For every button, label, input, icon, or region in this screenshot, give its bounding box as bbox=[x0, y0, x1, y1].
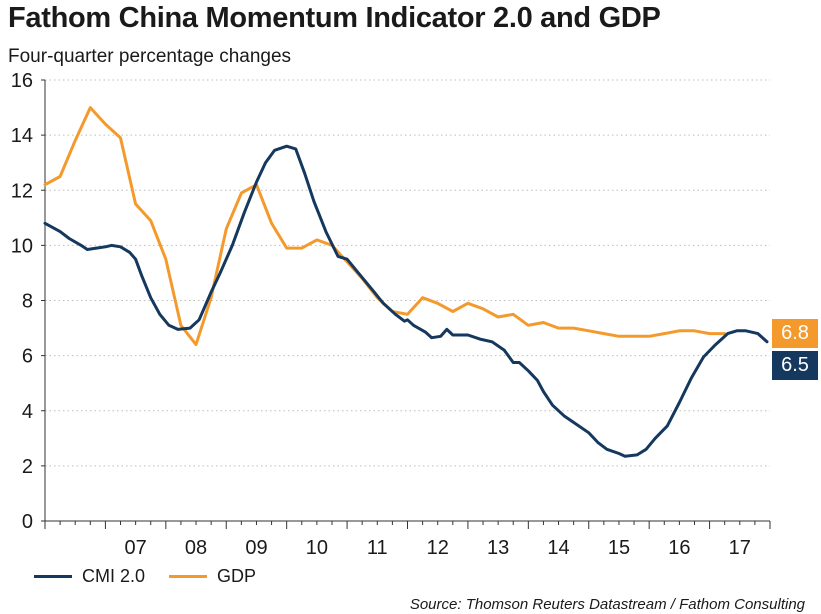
x-tick-label: 12 bbox=[427, 537, 449, 559]
x-tick-label: 08 bbox=[185, 537, 207, 559]
legend-item-cmi: CMI 2.0 bbox=[34, 566, 145, 587]
series-line-gdp bbox=[43, 106, 727, 347]
legend-swatch-cmi bbox=[34, 575, 72, 578]
grid-lines bbox=[45, 79, 770, 467]
legend-swatch-gdp bbox=[169, 575, 208, 578]
source-note: Source: Thomson Reuters Datastream / Fat… bbox=[409, 596, 805, 613]
y-tick-labels: 0 2 4 6 8 10 12 14 16 bbox=[11, 70, 33, 533]
series-line-cmi bbox=[43, 144, 769, 458]
x-tick-label: 11 bbox=[367, 537, 388, 559]
x-tick-label: 07 bbox=[125, 537, 147, 559]
y-tick-label: 8 bbox=[22, 291, 33, 313]
x-tick-label: 17 bbox=[729, 537, 751, 559]
x-tick-label: 16 bbox=[668, 537, 690, 559]
gdp-latest-callout: 6.8 bbox=[772, 319, 818, 348]
x-tick-label: 15 bbox=[608, 537, 630, 559]
x-tick-labels: 07 08 09 10 11 12 13 14 15 16 17 bbox=[125, 537, 751, 559]
x-tick-label: 10 bbox=[306, 537, 328, 559]
chart-subtitle: Four-quarter percentage changes bbox=[8, 46, 292, 67]
legend-item-gdp: GDP bbox=[169, 566, 256, 587]
x-tick-label: 13 bbox=[487, 537, 509, 559]
y-tick-label: 10 bbox=[11, 235, 33, 257]
legend: CMI 2.0 GDP bbox=[34, 566, 280, 587]
series-lines bbox=[43, 106, 769, 458]
y-tick-label: 4 bbox=[22, 401, 33, 423]
x-tick-label: 14 bbox=[547, 537, 569, 559]
y-tick-label: 14 bbox=[11, 125, 33, 147]
axes bbox=[41, 79, 771, 529]
legend-label-cmi: CMI 2.0 bbox=[82, 566, 146, 586]
x-tick-label: 09 bbox=[245, 537, 267, 559]
y-tick-label: 16 bbox=[11, 70, 33, 92]
y-tick-label: 6 bbox=[22, 346, 33, 368]
y-tick-label: 2 bbox=[22, 456, 33, 478]
legend-label-gdp: GDP bbox=[217, 566, 257, 586]
y-tick-label: 0 bbox=[22, 511, 33, 533]
cmi-latest-callout: 6.5 bbox=[772, 351, 818, 380]
chart-title: Fathom China Momentum Indicator 2.0 and … bbox=[8, 2, 661, 34]
y-tick-label: 12 bbox=[11, 180, 33, 202]
